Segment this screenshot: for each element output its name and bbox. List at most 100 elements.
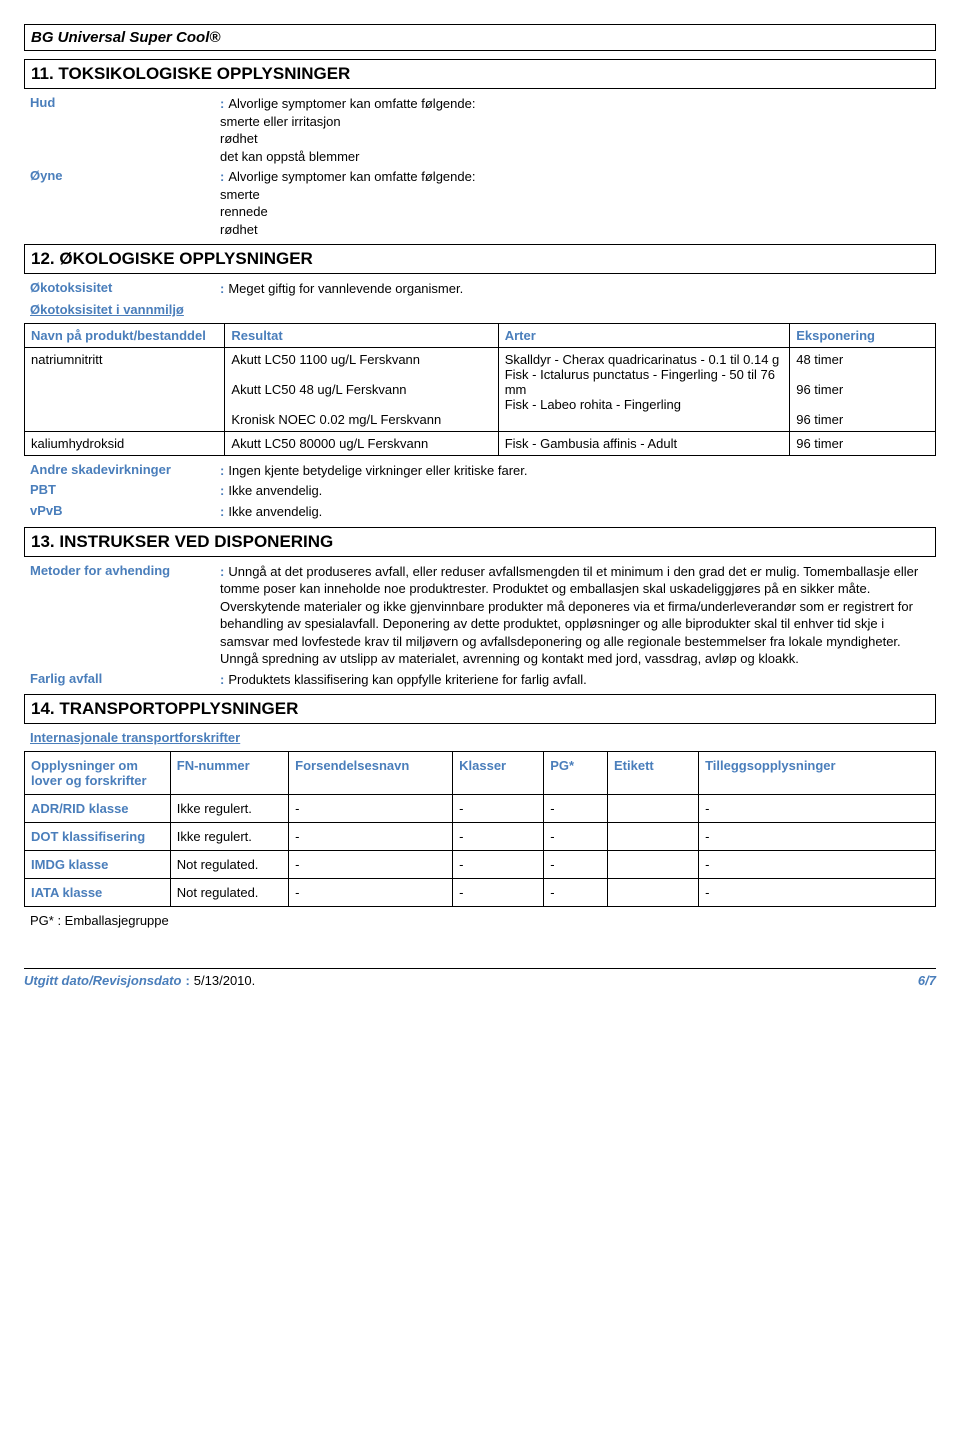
value-metoder: Unngå at det produseres avfall, eller re…	[220, 564, 918, 667]
product-title-bar: BG Universal Super Cool®	[24, 24, 936, 51]
cell-etikett	[608, 795, 699, 823]
footer: Utgitt dato/Revisjonsdato : 5/13/2010. 6…	[24, 968, 936, 988]
cell-label: ADR/RID klasse	[25, 795, 171, 823]
col-fors: Forsendelsesnavn	[289, 752, 453, 795]
section-14-title: 14. TRANSPORTOPPLYSNINGER	[31, 699, 298, 718]
col-pg: PG*	[544, 752, 608, 795]
table-row: kaliumhydroksid Akutt LC50 80000 ug/L Fe…	[25, 431, 936, 455]
cell-fn: Not regulated.	[170, 851, 288, 879]
col-fn: FN-nummer	[170, 752, 288, 795]
cell-klasser: -	[453, 879, 544, 907]
section-12-header: 12. ØKOLOGISKE OPPLYSNINGER	[24, 244, 936, 274]
label-metoder: Metoder for avhending	[30, 563, 220, 668]
value-okotox: Meget giftig for vannlevende organismer.	[228, 281, 463, 296]
table-row: DOT klassifisering Ikke regulert. - - - …	[25, 823, 936, 851]
value-andre: Ingen kjente betydelige virkninger eller…	[228, 463, 527, 478]
footer-date: 5/13/2010.	[194, 973, 255, 988]
section-12-title: 12. ØKOLOGISKE OPPLYSNINGER	[31, 249, 313, 268]
col-arter: Arter	[498, 323, 790, 347]
cell-label: IMDG klasse	[25, 851, 171, 879]
table-header-row: Navn på produkt/bestanddel Resultat Arte…	[25, 323, 936, 347]
cell-arter: Skalldyr - Cherax quadricarinatus - 0.1 …	[498, 347, 790, 431]
footer-label: Utgitt dato/Revisjonsdato	[24, 973, 181, 988]
cell-etikett	[608, 879, 699, 907]
col-klasser: Klasser	[453, 752, 544, 795]
cell-tillegg: -	[699, 823, 936, 851]
cell-tillegg: -	[699, 795, 936, 823]
section-11-title: 11. TOKSIKOLOGISKE OPPLYSNINGER	[31, 64, 350, 83]
cell-tillegg: -	[699, 879, 936, 907]
cell-tillegg: -	[699, 851, 936, 879]
cell-etikett	[608, 851, 699, 879]
row-vpvb: vPvB :Ikke anvendelig.	[24, 503, 936, 521]
col-resultat: Resultat	[225, 323, 498, 347]
cell-fors: -	[289, 823, 453, 851]
table-row: ADR/RID klasse Ikke regulert. - - - -	[25, 795, 936, 823]
label-andre: Andre skadevirkninger	[30, 462, 220, 480]
section-14-header: 14. TRANSPORTOPPLYSNINGER	[24, 694, 936, 724]
section-11-header: 11. TOKSIKOLOGISKE OPPLYSNINGER	[24, 59, 936, 89]
row-hud: Hud :Alvorlige symptomer kan omfatte føl…	[24, 95, 936, 165]
cell-res: Akutt LC50 1100 ug/L Ferskvann Akutt LC5…	[225, 347, 498, 431]
table-row: natriumnitritt Akutt LC50 1100 ug/L Fers…	[25, 347, 936, 431]
section-13-header: 13. INSTRUKSER VED DISPONERING	[24, 527, 936, 557]
col-tillegg: Tilleggsopplysninger	[699, 752, 936, 795]
cell-klasser: -	[453, 795, 544, 823]
footer-left: Utgitt dato/Revisjonsdato : 5/13/2010.	[24, 973, 255, 988]
cell-fors: -	[289, 851, 453, 879]
cell-fn: Not regulated.	[170, 879, 288, 907]
cell-navn: natriumnitritt	[25, 347, 225, 431]
colon: :	[181, 973, 193, 988]
label-internasjonale: Internasjonale transportforskrifter	[24, 730, 936, 745]
cell-fn: Ikke regulert.	[170, 823, 288, 851]
page: BG Universal Super Cool® 11. TOKSIKOLOGI…	[0, 0, 960, 1000]
label-farlig: Farlig avfall	[30, 671, 220, 689]
cell-eksp: 96 timer	[790, 431, 936, 455]
table-row: IMDG klasse Not regulated. - - - -	[25, 851, 936, 879]
label-oyne: Øyne	[30, 168, 220, 238]
value-oyne: Alvorlige symptomer kan omfatte følgende…	[220, 169, 475, 237]
cell-eksp: 48 timer 96 timer 96 timer	[790, 347, 936, 431]
row-metoder: Metoder for avhending :Unngå at det prod…	[24, 563, 936, 668]
table-row: IATA klasse Not regulated. - - - -	[25, 879, 936, 907]
label-okotox: Økotoksisitet	[30, 280, 220, 298]
row-andre: Andre skadevirkninger :Ingen kjente bety…	[24, 462, 936, 480]
label-pbt: PBT	[30, 482, 220, 500]
footer-page: 6/7	[918, 973, 936, 988]
cell-res: Akutt LC50 80000 ug/L Ferskvann	[225, 431, 498, 455]
transport-table: Opplysninger om lover og forskrifter FN-…	[24, 751, 936, 907]
label-vannmiljo: Økotoksisitet i vannmiljø	[24, 302, 936, 317]
cell-klasser: -	[453, 851, 544, 879]
col-etikett: Etikett	[608, 752, 699, 795]
value-vpvb: Ikke anvendelig.	[228, 504, 322, 519]
row-okotox: Økotoksisitet :Meget giftig for vannleve…	[24, 280, 936, 298]
col-info: Opplysninger om lover og forskrifter	[25, 752, 171, 795]
cell-label: IATA klasse	[25, 879, 171, 907]
table-header-row: Opplysninger om lover og forskrifter FN-…	[25, 752, 936, 795]
label-hud: Hud	[30, 95, 220, 165]
cell-pg: -	[544, 795, 608, 823]
cell-pg: -	[544, 823, 608, 851]
cell-fors: -	[289, 879, 453, 907]
cell-pg: -	[544, 851, 608, 879]
section-13-title: 13. INSTRUKSER VED DISPONERING	[31, 532, 333, 551]
col-navn: Navn på produkt/bestanddel	[25, 323, 225, 347]
value-pbt: Ikke anvendelig.	[228, 483, 322, 498]
cell-arter: Fisk - Gambusia affinis - Adult	[498, 431, 790, 455]
col-eksp: Eksponering	[790, 323, 936, 347]
cell-fn: Ikke regulert.	[170, 795, 288, 823]
cell-pg: -	[544, 879, 608, 907]
value-farlig: Produktets klassifisering kan oppfylle k…	[228, 672, 586, 687]
cell-label: DOT klassifisering	[25, 823, 171, 851]
cell-klasser: -	[453, 823, 544, 851]
pg-note: PG* : Emballasjegruppe	[24, 913, 936, 928]
label-vpvb: vPvB	[30, 503, 220, 521]
row-pbt: PBT :Ikke anvendelig.	[24, 482, 936, 500]
value-hud: Alvorlige symptomer kan omfatte følgende…	[220, 96, 475, 164]
ecotox-table: Navn på produkt/bestanddel Resultat Arte…	[24, 323, 936, 456]
cell-navn: kaliumhydroksid	[25, 431, 225, 455]
row-oyne: Øyne :Alvorlige symptomer kan omfatte fø…	[24, 168, 936, 238]
row-farlig: Farlig avfall :Produktets klassifisering…	[24, 671, 936, 689]
cell-etikett	[608, 823, 699, 851]
product-title: BG Universal Super Cool®	[31, 29, 220, 46]
